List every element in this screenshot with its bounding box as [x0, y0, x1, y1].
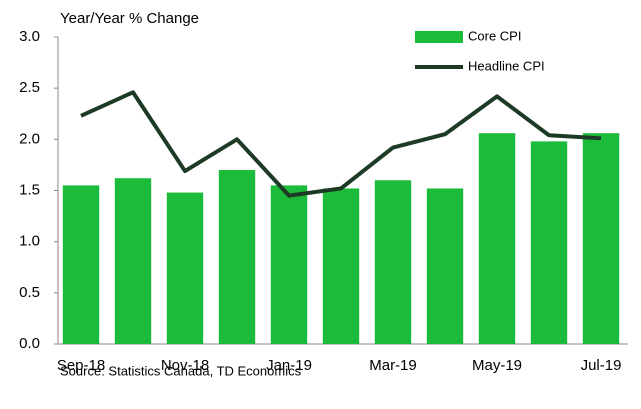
bar: [62, 185, 100, 344]
bar: [582, 133, 620, 344]
bar: [270, 185, 308, 344]
y-tick-label: 3.0: [19, 28, 40, 45]
y-tick-label: 2.0: [19, 130, 40, 147]
x-tick-label: Jan-19: [266, 357, 312, 374]
y-tick-label: 1.0: [19, 233, 40, 250]
y-tick-label: 1.5: [19, 181, 40, 198]
x-tick-label: May-19: [472, 357, 522, 374]
bar: [114, 178, 152, 344]
y-tick-label: 0.5: [19, 284, 40, 301]
bar: [166, 192, 204, 344]
y-tick-label: 0.0: [19, 335, 40, 352]
bar: [530, 141, 568, 344]
bar: [374, 180, 412, 344]
bar: [218, 170, 256, 344]
y-tick-label: 2.5: [19, 79, 40, 96]
legend-label: Core CPI: [468, 28, 521, 43]
x-tick-label: Mar-19: [369, 357, 417, 374]
chart-title: Year/Year % Change: [60, 10, 199, 27]
x-tick-label: Sep-18: [57, 357, 105, 374]
x-tick-label: Nov-18: [161, 357, 209, 374]
bar: [426, 188, 464, 344]
legend-swatch: [415, 31, 463, 43]
bar: [478, 133, 516, 344]
x-tick-label: Jul-19: [581, 357, 622, 374]
line: [80, 90, 602, 198]
bar: [322, 188, 360, 344]
source-note: Source: Statistics Canada, TD Economics: [60, 363, 302, 378]
legend-label: Headline CPI: [468, 58, 545, 73]
